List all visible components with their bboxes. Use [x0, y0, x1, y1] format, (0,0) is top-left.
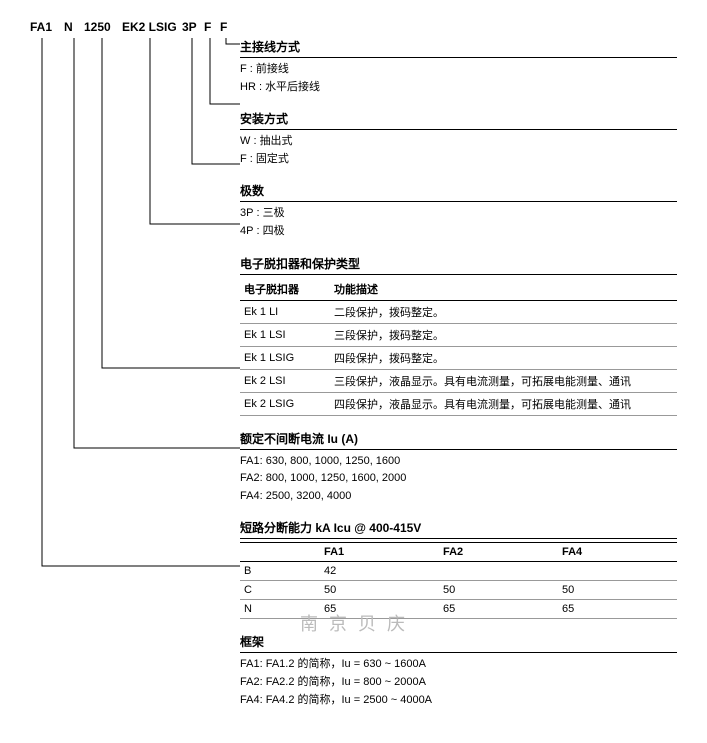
kv-line: FA4: 2500, 3200, 4000: [240, 488, 677, 506]
kv-line: FA1: FA1.2 的简称，Iu = 630 ~ 1600A: [240, 656, 677, 674]
section-title: 电子脱扣器和保护类型: [240, 255, 677, 275]
table-row: Ek 2 LSIG四段保护，液晶显示。具有电流测量，可拓展电能测量、通讯: [240, 392, 677, 415]
code-part-5: F: [204, 20, 220, 34]
code-part-2: 1250: [84, 20, 122, 34]
section-title: 主接线方式: [240, 38, 677, 58]
section-title: 短路分断能力 kA Icu @ 400-415V: [240, 519, 677, 539]
trip-unit-table: 电子脱扣器 功能描述 Ek 1 LI二段保护，拨码整定。 Ek 1 LSI三段保…: [240, 278, 677, 416]
code-part-0: FA1: [30, 20, 64, 34]
connector-lines: [30, 38, 240, 648]
icu-table: FA1 FA2 FA4 B 42 C 50 50 50: [240, 542, 677, 619]
table-header: 电子脱扣器: [240, 278, 330, 301]
table-row: Ek 1 LSIG四段保护，拨码整定。: [240, 346, 677, 369]
section-mounting: 安装方式 W : 抽出式 F : 固定式: [240, 110, 677, 168]
kv-line: FA2: FA2.2 的简称，Iu = 800 ~ 2000A: [240, 674, 677, 692]
product-code: FA1 N 1250 EK2 LSIG 3P F F: [30, 20, 677, 34]
section-connection: 主接线方式 F : 前接线 HR : 水平后接线: [240, 38, 677, 96]
kv-line: 4P : 四极: [240, 223, 677, 241]
section-icu: 短路分断能力 kA Icu @ 400-415V FA1 FA2 FA4 B 4…: [240, 519, 677, 619]
table-header: FA4: [558, 543, 677, 562]
section-poles: 极数 3P : 三极 4P : 四极: [240, 182, 677, 240]
table-header: FA1: [320, 543, 439, 562]
kv-line: F : 固定式: [240, 151, 677, 169]
kv-line: FA4: FA4.2 的简称，Iu = 2500 ~ 4000A: [240, 692, 677, 710]
kv-line: F : 前接线: [240, 61, 677, 79]
table-row: Ek 1 LSI三段保护，拨码整定。: [240, 323, 677, 346]
code-part-1: N: [64, 20, 84, 34]
section-title: 安装方式: [240, 110, 677, 130]
kv-line: FA1: 630, 800, 1000, 1250, 1600: [240, 453, 677, 471]
section-title: 框架: [240, 633, 677, 653]
table-header: 功能描述: [330, 278, 677, 301]
sections-container: 主接线方式 F : 前接线 HR : 水平后接线 安装方式 W : 抽出式 F …: [240, 38, 677, 709]
code-part-4: 3P: [182, 20, 204, 34]
section-title: 额定不间断电流 Iu (A): [240, 430, 677, 450]
table-row: C 50 50 50: [240, 581, 677, 600]
kv-line: FA2: 800, 1000, 1250, 1600, 2000: [240, 470, 677, 488]
section-rated-current: 额定不间断电流 Iu (A) FA1: 630, 800, 1000, 1250…: [240, 430, 677, 506]
code-part-6: F: [220, 20, 236, 34]
table-header: FA2: [439, 543, 558, 562]
table-row: Ek 1 LI二段保护，拨码整定。: [240, 300, 677, 323]
code-part-3: EK2 LSIG: [122, 20, 182, 34]
kv-line: W : 抽出式: [240, 133, 677, 151]
table-header: [240, 543, 320, 562]
section-trip-unit: 电子脱扣器和保护类型 电子脱扣器 功能描述 Ek 1 LI二段保护，拨码整定。 …: [240, 255, 677, 416]
kv-line: HR : 水平后接线: [240, 79, 677, 97]
table-row: N 65 65 65: [240, 600, 677, 619]
kv-line: 3P : 三极: [240, 205, 677, 223]
table-row: Ek 2 LSI三段保护，液晶显示。具有电流测量，可拓展电能测量、通讯: [240, 369, 677, 392]
section-frame: 框架 FA1: FA1.2 的简称，Iu = 630 ~ 1600A FA2: …: [240, 633, 677, 709]
section-title: 极数: [240, 182, 677, 202]
table-row: B 42: [240, 562, 677, 581]
